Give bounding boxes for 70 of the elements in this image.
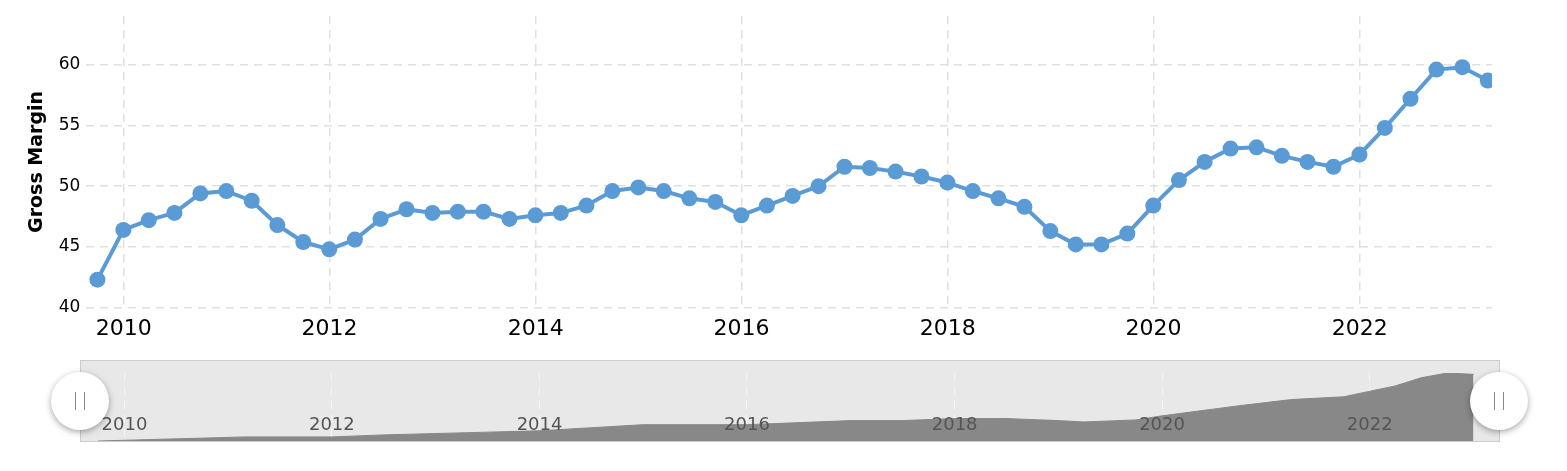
point: [1222, 140, 1239, 157]
x-tick-label: 2022: [1331, 314, 1388, 340]
point: [140, 212, 157, 229]
x-tick-label: 2010: [101, 413, 148, 435]
point: [475, 203, 492, 220]
point: [707, 193, 724, 210]
point: [1145, 197, 1162, 214]
point: [1428, 61, 1445, 78]
point: [1351, 146, 1368, 163]
point: [243, 192, 260, 209]
x-tick-label: 2010: [95, 314, 152, 340]
x-tick-label: 2020: [1125, 314, 1182, 340]
point: [913, 168, 930, 185]
point: [1042, 223, 1059, 240]
point: [1119, 225, 1136, 242]
point: [295, 234, 312, 251]
y-tick-label: 40: [58, 296, 81, 317]
point: [501, 210, 518, 227]
point: [578, 197, 595, 214]
point: [398, 201, 415, 218]
point: [424, 204, 441, 221]
point: [1016, 198, 1033, 215]
point: [681, 190, 698, 207]
point: [1067, 236, 1084, 253]
point: [372, 210, 389, 227]
x-tick-label: 2012: [308, 413, 355, 435]
point: [964, 183, 981, 200]
point: [89, 271, 106, 288]
point: [192, 185, 209, 202]
x-tick-label: 2016: [713, 314, 770, 340]
y-tick-label: 55: [58, 113, 81, 134]
point: [836, 158, 853, 175]
point: [1402, 90, 1419, 107]
point: [939, 174, 956, 191]
point: [1376, 119, 1393, 136]
point: [630, 179, 647, 196]
point: [810, 178, 827, 195]
point: [784, 187, 801, 204]
point: [655, 183, 672, 200]
point: [449, 203, 466, 220]
y-axis-title: Gross Margin: [24, 90, 47, 233]
point: [1093, 236, 1110, 253]
point: [115, 221, 132, 238]
point: [321, 241, 338, 258]
point: [269, 217, 286, 234]
point: [1273, 147, 1290, 164]
point: [887, 163, 904, 180]
point: [990, 190, 1007, 207]
point: [1248, 139, 1265, 156]
point: [758, 197, 775, 214]
point: [218, 183, 235, 200]
point: [346, 231, 363, 248]
point: [1325, 158, 1342, 175]
point: [1454, 59, 1471, 76]
y-tick-label: 50: [58, 174, 81, 195]
x-tick-label: 2014: [516, 413, 563, 435]
point: [166, 204, 183, 221]
point: [1299, 153, 1316, 170]
y-tick-label: 45: [58, 235, 81, 256]
point: [861, 159, 878, 176]
point: [1196, 153, 1213, 170]
point: [604, 183, 621, 200]
y-tick-label: 60: [58, 53, 81, 74]
x-tick-label: 2018: [919, 314, 976, 340]
x-tick-label: 2014: [507, 314, 564, 340]
point: [552, 204, 569, 221]
x-tick-label: 2012: [301, 314, 358, 340]
point: [527, 207, 544, 224]
point: [1170, 172, 1187, 189]
point: [733, 207, 750, 224]
